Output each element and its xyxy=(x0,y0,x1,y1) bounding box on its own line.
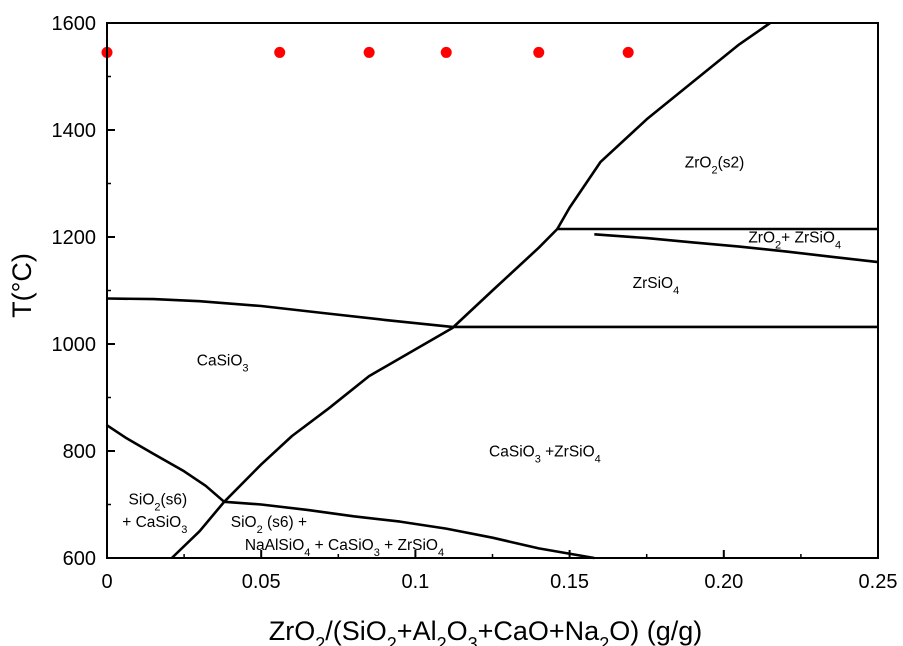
data-points xyxy=(101,46,634,58)
region-label: NaAlSiO4 + CaSiO3 + ZrSiO4 xyxy=(245,537,444,559)
y-tick-label: 600 xyxy=(63,548,96,570)
y-axis-ticks: 600 800 1000 1200 1400 1600 xyxy=(52,13,115,570)
region-label: ZrO2(s2) xyxy=(685,154,745,176)
x-tick-label: 0.20 xyxy=(704,571,743,593)
y-tick-label: 1200 xyxy=(52,227,97,249)
x-tick-label: 0.1 xyxy=(401,571,429,593)
phase-boundaries xyxy=(106,21,879,560)
region-label: CaSiO3 +ZrSiO4 xyxy=(489,443,601,465)
region-label: ZrSiO4 xyxy=(633,275,680,297)
region-label: SiO2 (s6) + xyxy=(231,514,307,536)
boundary-sio2-bottom xyxy=(224,500,595,560)
y-tick-label: 1000 xyxy=(52,334,97,356)
x-axis-ticks: 0 0.05 0.1 0.15 0.20 0.25 xyxy=(101,550,897,593)
y-tick-label: 1600 xyxy=(52,13,97,35)
x-tick-label: 0.25 xyxy=(859,571,898,593)
region-label: ZrO2+ ZrSiO4 xyxy=(748,229,841,251)
data-point xyxy=(533,46,545,58)
region-label: + CaSiO3 xyxy=(122,514,187,536)
region-labels: ZrO2(s2) ZrO2+ ZrSiO4 ZrSiO4 CaSiO3 CaSiO3 +… xyxy=(122,154,841,559)
data-point xyxy=(622,46,634,58)
x-axis-title: ZrO2/(SiO2+Al2O3+CaO+Na2O) (g/g) xyxy=(269,616,702,646)
y-axis-title: T(°C) xyxy=(7,253,37,318)
y-tick-label: 1400 xyxy=(52,120,97,142)
data-point xyxy=(363,46,375,58)
boundary-zro2-solubility xyxy=(170,21,771,559)
x-tick-label: 0.15 xyxy=(550,571,589,593)
region-label: CaSiO3 xyxy=(197,352,249,374)
boundary-sio2-left xyxy=(106,424,226,503)
region-label: SiO2(s6) xyxy=(129,492,188,514)
y-tick-label: 800 xyxy=(63,441,96,463)
boundary-zro2-zrsio4 xyxy=(594,233,879,264)
x-tick-label: 0.05 xyxy=(242,571,281,593)
plot-area xyxy=(101,21,879,560)
data-point xyxy=(440,46,452,58)
x-tick-label: 0 xyxy=(101,571,112,593)
boundary-casio3-upper xyxy=(106,297,453,329)
data-point xyxy=(274,46,286,58)
